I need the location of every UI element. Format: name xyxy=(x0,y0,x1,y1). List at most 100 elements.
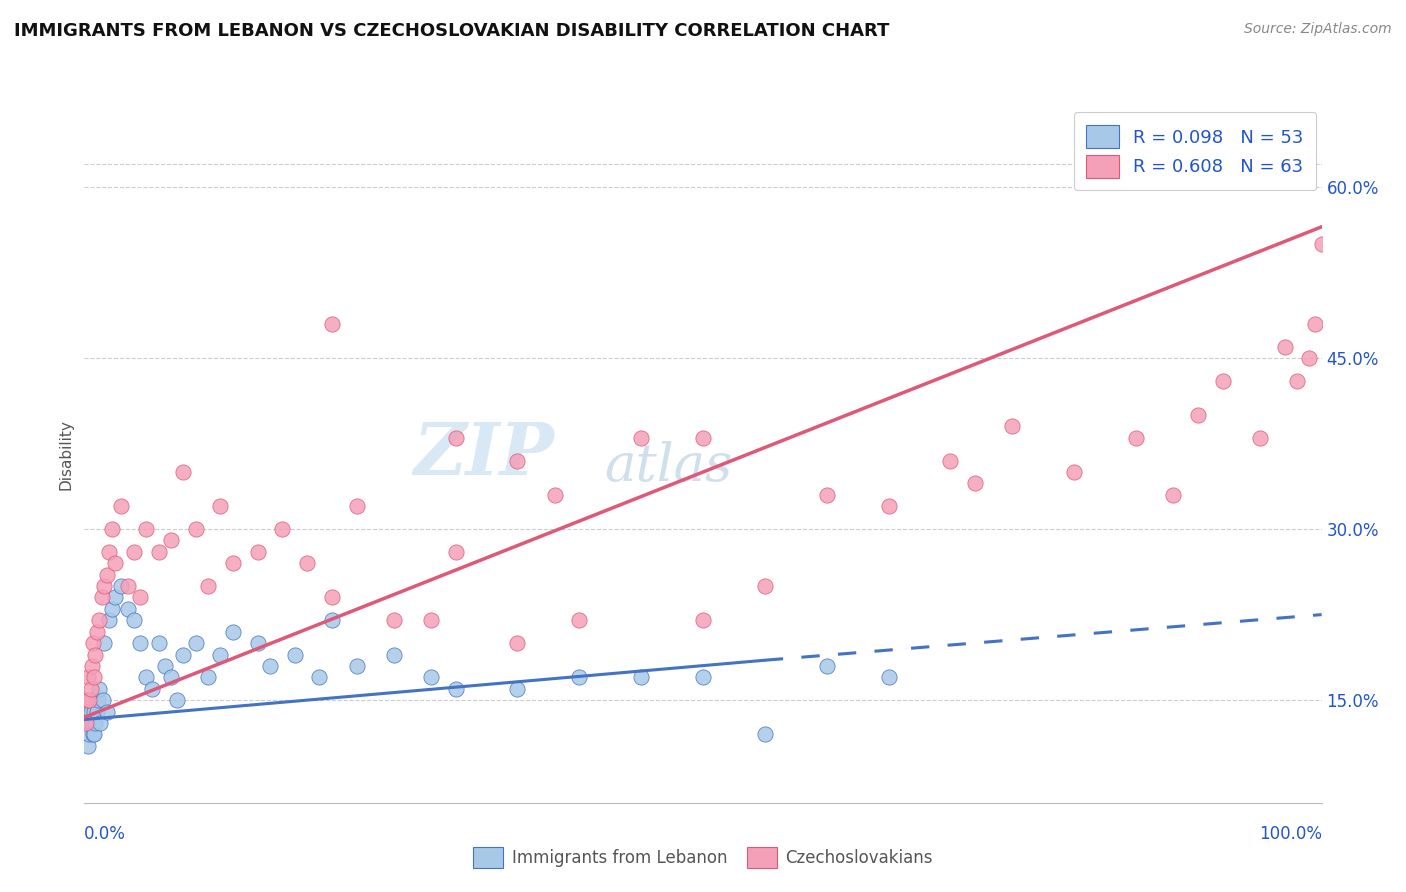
Point xyxy=(815,488,838,502)
Point xyxy=(96,705,118,719)
Point xyxy=(222,624,245,639)
Point xyxy=(1161,488,1184,502)
Point xyxy=(1125,431,1147,445)
Point xyxy=(75,715,97,730)
Point xyxy=(419,670,441,684)
Point xyxy=(382,613,405,627)
Point xyxy=(295,556,318,570)
Point xyxy=(692,613,714,627)
Point xyxy=(93,579,115,593)
Point xyxy=(90,591,112,605)
Point xyxy=(117,602,139,616)
Point xyxy=(1187,408,1209,422)
Point xyxy=(877,670,900,684)
Point xyxy=(506,681,529,696)
Point xyxy=(82,636,104,650)
Point xyxy=(877,500,900,514)
Point xyxy=(184,522,207,536)
Point xyxy=(692,670,714,684)
Text: 100.0%: 100.0% xyxy=(1258,825,1322,843)
Point xyxy=(83,727,105,741)
Point xyxy=(419,613,441,627)
Point xyxy=(129,591,152,605)
Point xyxy=(246,545,269,559)
Point xyxy=(84,648,107,662)
Point xyxy=(444,545,467,559)
Point xyxy=(160,670,183,684)
Point xyxy=(100,602,122,616)
Point xyxy=(110,579,132,593)
Point xyxy=(506,453,529,467)
Point xyxy=(1310,236,1333,251)
Point xyxy=(104,591,127,605)
Point xyxy=(1249,431,1271,445)
Text: IMMIGRANTS FROM LEBANON VS CZECHOSLOVAKIAN DISABILITY CORRELATION CHART: IMMIGRANTS FROM LEBANON VS CZECHOSLOVAKI… xyxy=(14,22,890,40)
Point xyxy=(135,670,157,684)
Point xyxy=(75,715,97,730)
Point xyxy=(184,636,207,650)
Point xyxy=(630,431,652,445)
Point xyxy=(172,648,194,662)
Point xyxy=(1305,317,1327,331)
Point xyxy=(754,579,776,593)
Point xyxy=(506,636,529,650)
Point xyxy=(939,453,962,467)
Point xyxy=(246,636,269,650)
Point xyxy=(129,636,152,650)
Point xyxy=(80,715,103,730)
Point xyxy=(209,648,232,662)
Text: ZIP: ZIP xyxy=(413,419,554,491)
Point xyxy=(1001,419,1024,434)
Point xyxy=(86,624,108,639)
Point xyxy=(79,681,101,696)
Text: 0.0%: 0.0% xyxy=(84,825,127,843)
Point xyxy=(79,693,101,707)
Point xyxy=(104,556,127,570)
Point xyxy=(382,648,405,662)
Point xyxy=(122,545,145,559)
Point xyxy=(100,522,122,536)
Point xyxy=(87,693,110,707)
Point xyxy=(1063,465,1085,479)
Point xyxy=(568,670,591,684)
Point xyxy=(80,659,103,673)
Point xyxy=(197,670,219,684)
Point xyxy=(148,545,170,559)
Point xyxy=(141,681,163,696)
Point xyxy=(965,476,987,491)
Point xyxy=(135,522,157,536)
Point xyxy=(308,670,330,684)
Point xyxy=(91,693,114,707)
Point xyxy=(148,636,170,650)
Point xyxy=(86,705,108,719)
Point xyxy=(166,693,188,707)
Point xyxy=(79,727,101,741)
Point xyxy=(76,693,98,707)
Point xyxy=(89,681,111,696)
Point xyxy=(83,705,105,719)
Legend: Immigrants from Lebanon, Czechoslovakians: Immigrants from Lebanon, Czechoslovakian… xyxy=(467,840,939,875)
Point xyxy=(284,648,307,662)
Point xyxy=(93,636,115,650)
Point xyxy=(321,613,343,627)
Point xyxy=(84,715,107,730)
Point xyxy=(172,465,194,479)
Point xyxy=(346,659,368,673)
Point xyxy=(79,693,101,707)
Point xyxy=(96,567,118,582)
Point xyxy=(197,579,219,593)
Point xyxy=(1285,374,1308,388)
Point xyxy=(110,500,132,514)
Point xyxy=(89,715,111,730)
Point xyxy=(222,556,245,570)
Point xyxy=(1274,340,1296,354)
Legend: R = 0.098   N = 53, R = 0.608   N = 63: R = 0.098 N = 53, R = 0.608 N = 63 xyxy=(1074,112,1316,191)
Point xyxy=(89,613,111,627)
Point xyxy=(271,522,294,536)
Point xyxy=(754,727,776,741)
Point xyxy=(692,431,714,445)
Point xyxy=(153,659,176,673)
Point xyxy=(630,670,652,684)
Y-axis label: Disability: Disability xyxy=(58,419,73,491)
Point xyxy=(160,533,183,548)
